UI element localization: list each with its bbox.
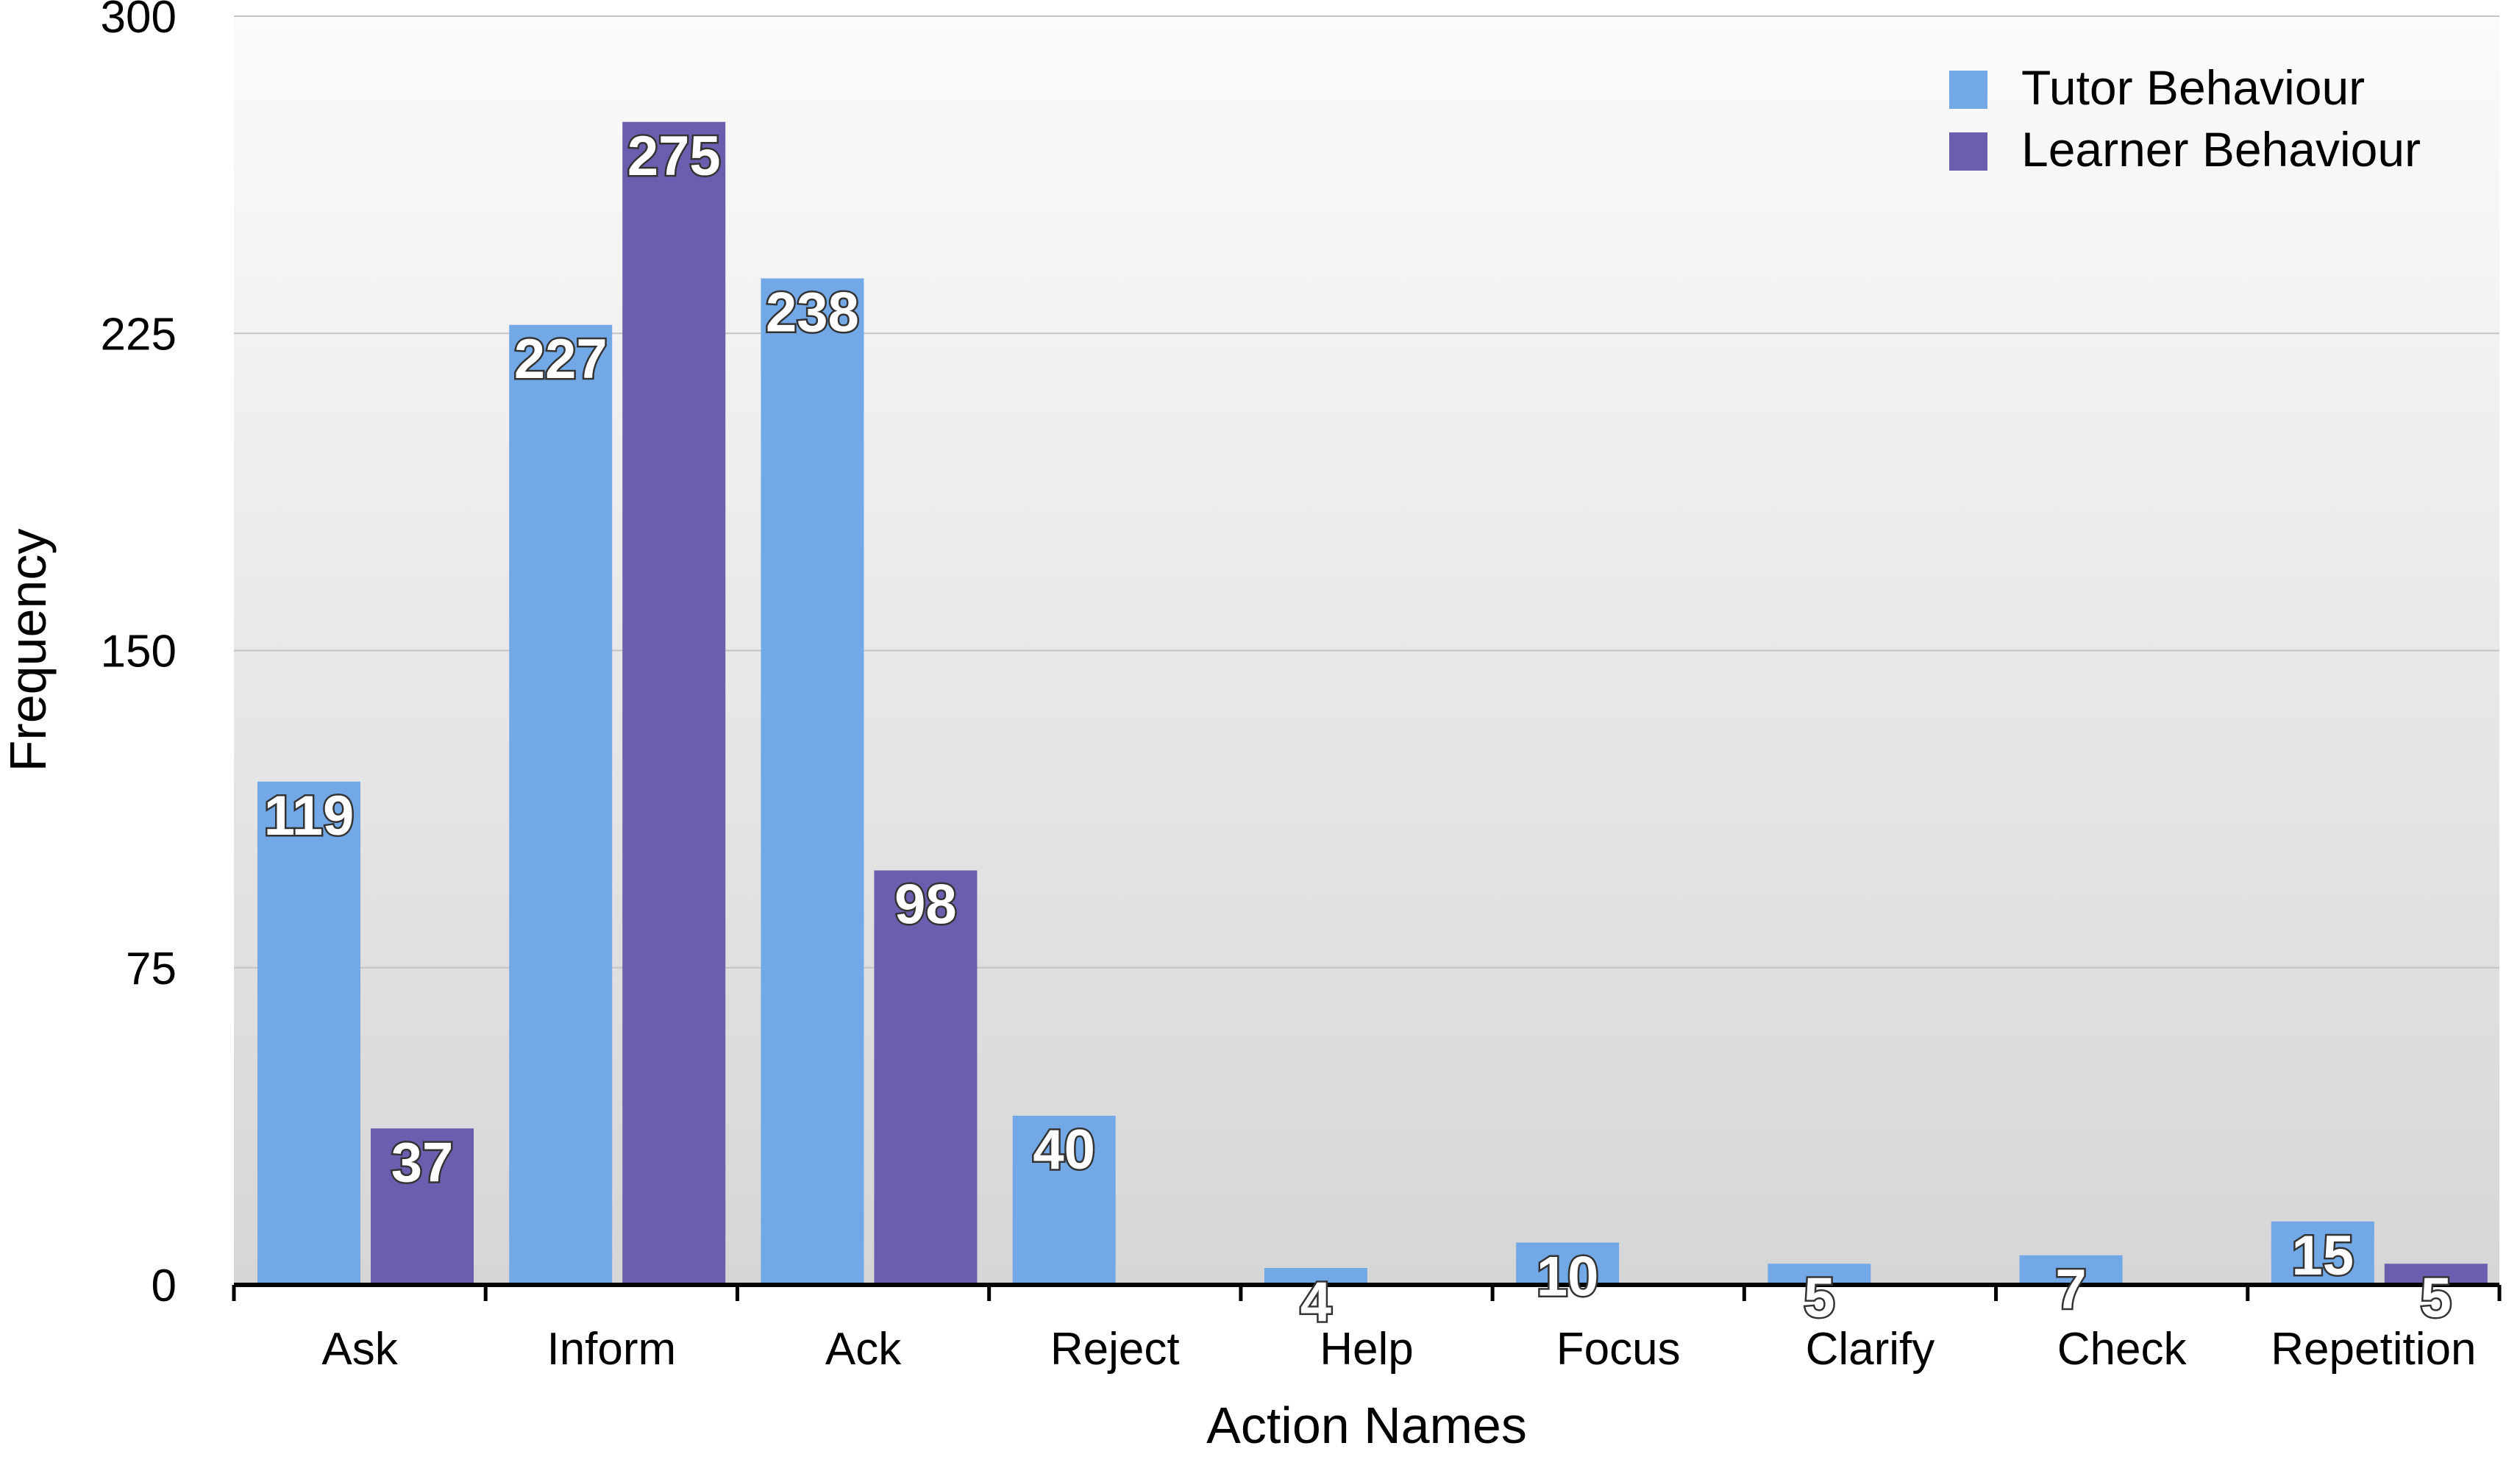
bar-value-label: 119 (264, 785, 355, 847)
y-tick-label: 0 (152, 1261, 177, 1311)
legend-swatch (1949, 132, 1987, 171)
x-tick-label: Reject (1050, 1324, 1180, 1375)
bar-value-label: 40 (1033, 1119, 1095, 1181)
bar-tutor (761, 278, 864, 1285)
x-tick-label: Ack (825, 1324, 902, 1375)
x-tick-label: Ask (321, 1324, 398, 1375)
bar-tutor (2271, 1221, 2374, 1285)
bar-value-label: 98 (894, 874, 957, 936)
bar-value-label: 275 (627, 125, 721, 188)
bar-tutor (1012, 1116, 1116, 1285)
x-tick-label: Help (1320, 1324, 1414, 1375)
bar-value-label: 238 (766, 282, 859, 344)
bar-value-label: 37 (391, 1131, 454, 1194)
y-tick-label: 225 (101, 309, 177, 360)
x-tick-label: Check (2057, 1324, 2188, 1375)
bar-tutor (1768, 1264, 1871, 1285)
bar-value-label: 227 (514, 328, 608, 391)
y-tick-label: 300 (101, 0, 177, 43)
data-labels: 119 227 238 40 4 10 5 7 15 37 275 98 5 (262, 123, 2453, 1335)
x-tick-label: Clarify (1806, 1324, 1935, 1375)
bar-tutor (509, 324, 613, 1285)
y-axis-title: Frequency (0, 529, 57, 772)
bar-value-label: 4 (1300, 1271, 1331, 1333)
bar-value-label: 5 (2421, 1266, 2452, 1329)
legend-swatch (1949, 71, 1987, 109)
x-tick-label: Repetition (2271, 1324, 2476, 1375)
x-axis-title: Action Names (1206, 1397, 1527, 1454)
legend-label: Tutor Behaviour (2021, 60, 2365, 115)
legend-label: Learner Behaviour (2021, 122, 2421, 177)
bar-learner (622, 121, 726, 1285)
legend: Tutor Behaviour Learner Behaviour (1949, 60, 2421, 177)
bar-learner (371, 1128, 474, 1285)
bar-learner (2384, 1264, 2488, 1285)
y-tick-label: 75 (126, 944, 177, 994)
bars (257, 121, 2488, 1285)
bar-tutor (1516, 1242, 1620, 1285)
x-tick-label: Inform (547, 1324, 676, 1375)
bar-value-label: 7 (2055, 1258, 2086, 1321)
y-tick-label: 150 (101, 627, 177, 677)
bar-value-label: 5 (1804, 1266, 1834, 1329)
bar-value-label: 15 (2292, 1225, 2355, 1287)
bar-value-label: 10 (1537, 1246, 1599, 1308)
bar-tutor (1264, 1268, 1367, 1285)
x-tick-label: Focus (1556, 1324, 1681, 1375)
bar-tutor (257, 781, 360, 1285)
bar-learner (874, 870, 978, 1285)
bar-tutor (2019, 1255, 2123, 1285)
